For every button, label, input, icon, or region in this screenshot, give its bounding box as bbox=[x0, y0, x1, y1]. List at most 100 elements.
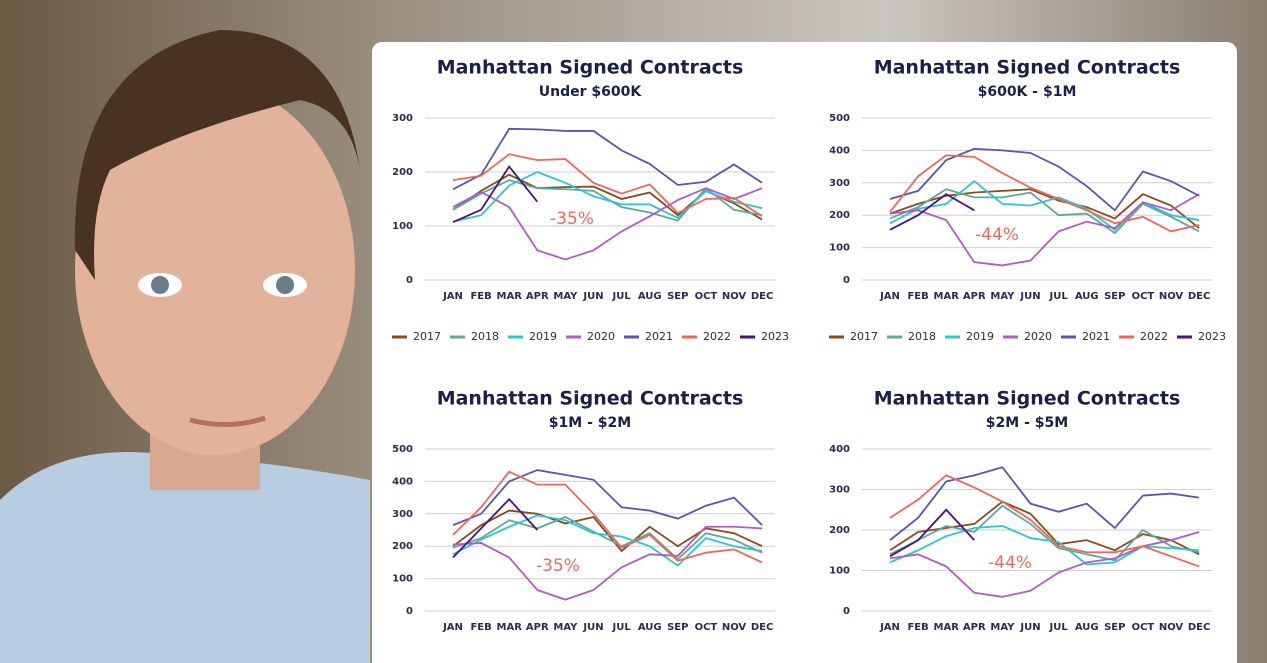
y-tick-label: 100 bbox=[829, 243, 850, 254]
y-tick-label: 500 bbox=[392, 444, 413, 455]
x-tick-label: JAN bbox=[879, 291, 900, 302]
chart-subtitle: $1M - $2M bbox=[549, 415, 631, 431]
y-tick-label: 0 bbox=[406, 606, 413, 617]
series-line bbox=[452, 171, 763, 223]
x-tick-label: NOV bbox=[722, 622, 747, 633]
series-line bbox=[889, 147, 1200, 212]
chart-subtitle: $600K - $1M bbox=[978, 84, 1077, 100]
x-tick-label: DEC bbox=[1188, 622, 1210, 633]
x-tick-label: APR bbox=[963, 291, 986, 302]
x-tick-label: SEP bbox=[667, 622, 688, 633]
annotation: -44% bbox=[975, 225, 1019, 245]
x-tick-label: FEB bbox=[470, 291, 491, 302]
chart-subtitle: Under $600K bbox=[539, 84, 643, 100]
y-tick-label: 0 bbox=[843, 606, 850, 617]
y-tick-label: 300 bbox=[829, 485, 850, 496]
x-tick-label: MAY bbox=[553, 622, 578, 633]
x-tick-label: MAY bbox=[990, 622, 1015, 633]
series-line bbox=[452, 497, 538, 559]
x-tick-label: OCT bbox=[695, 291, 718, 302]
chart-title: Manhattan Signed Contracts bbox=[874, 57, 1181, 79]
annotation: -44% bbox=[988, 553, 1032, 573]
series-line bbox=[889, 188, 1200, 235]
x-tick-label: MAY bbox=[553, 291, 578, 302]
series-line bbox=[452, 469, 763, 526]
x-tick-label: SEP bbox=[667, 291, 688, 302]
series-line bbox=[889, 508, 975, 558]
x-tick-label: APR bbox=[526, 291, 549, 302]
y-tick-label: 400 bbox=[829, 444, 850, 455]
legend-label: 2023 bbox=[761, 330, 789, 343]
x-tick-label: JUL bbox=[611, 291, 631, 302]
y-tick-label: 100 bbox=[392, 574, 413, 585]
legend-label: 2019 bbox=[529, 330, 557, 343]
series-line bbox=[889, 154, 1200, 233]
x-tick-label: JUN bbox=[1019, 622, 1040, 633]
series-line bbox=[889, 525, 1200, 566]
series-line bbox=[452, 153, 763, 218]
series-line bbox=[452, 514, 763, 567]
x-tick-label: SEP bbox=[1104, 622, 1125, 633]
x-tick-label: JUL bbox=[611, 622, 631, 633]
x-tick-label: AUG bbox=[1075, 291, 1099, 302]
x-tick-label: MAR bbox=[934, 622, 960, 633]
chart-title: Manhattan Signed Contracts bbox=[874, 388, 1181, 410]
x-tick-label: AUG bbox=[638, 291, 662, 302]
y-tick-label: 300 bbox=[829, 178, 850, 189]
series-line bbox=[889, 466, 1200, 541]
legend-label: 2017 bbox=[850, 330, 878, 343]
chart-panel bbox=[372, 42, 1237, 663]
series-line bbox=[889, 474, 1200, 568]
x-tick-label: NOV bbox=[1159, 291, 1184, 302]
x-tick-label: APR bbox=[526, 622, 549, 633]
y-tick-label: 100 bbox=[392, 221, 413, 232]
series-line bbox=[452, 525, 763, 601]
y-tick-label: 200 bbox=[392, 167, 413, 178]
x-tick-label: SEP bbox=[1104, 291, 1125, 302]
x-tick-label: FEB bbox=[907, 622, 928, 633]
y-tick-label: 500 bbox=[829, 113, 850, 124]
series-line bbox=[889, 193, 1200, 267]
charts: Manhattan Signed Contracts Under $600K 0 10… bbox=[392, 57, 1226, 633]
series-line bbox=[452, 516, 763, 561]
y-tick-label: 200 bbox=[829, 210, 850, 221]
x-tick-label: APR bbox=[963, 622, 986, 633]
x-tick-label: OCT bbox=[1132, 622, 1155, 633]
presenter bbox=[0, 30, 370, 663]
x-tick-label: MAR bbox=[497, 622, 523, 633]
x-tick-label: JUN bbox=[1019, 291, 1040, 302]
x-tick-label: MAR bbox=[497, 291, 523, 302]
annotation: -35% bbox=[550, 209, 594, 229]
y-tick-label: 300 bbox=[392, 113, 413, 124]
legend-label: 2018 bbox=[908, 330, 936, 343]
legend-label: 2020 bbox=[587, 330, 615, 343]
x-tick-label: DEC bbox=[1188, 291, 1210, 302]
y-tick-label: 400 bbox=[392, 476, 413, 487]
y-tick-label: 0 bbox=[406, 275, 413, 286]
x-tick-label: FEB bbox=[907, 291, 928, 302]
x-tick-label: JAN bbox=[879, 622, 900, 633]
chart-subtitle: $2M - $5M bbox=[986, 415, 1068, 431]
series-line bbox=[889, 504, 1200, 562]
x-tick-label: AUG bbox=[1075, 622, 1099, 633]
x-tick-label: AUG bbox=[638, 622, 662, 633]
series-line bbox=[452, 187, 763, 261]
legend-label: 2023 bbox=[1198, 330, 1226, 343]
x-tick-label: MAR bbox=[934, 291, 960, 302]
x-tick-label: JAN bbox=[442, 622, 463, 633]
legend-label: 2021 bbox=[645, 330, 673, 343]
series-line bbox=[452, 470, 763, 564]
y-tick-label: 200 bbox=[392, 541, 413, 552]
x-tick-label: JUL bbox=[1048, 291, 1068, 302]
y-tick-label: 400 bbox=[829, 145, 850, 156]
x-tick-label: JUL bbox=[1048, 622, 1068, 633]
y-tick-label: 0 bbox=[843, 275, 850, 286]
legend-label: 2019 bbox=[966, 330, 994, 343]
x-tick-label: OCT bbox=[1132, 291, 1155, 302]
legend-label: 2018 bbox=[471, 330, 499, 343]
series-line bbox=[889, 531, 1200, 598]
x-tick-label: DEC bbox=[751, 291, 773, 302]
y-tick-label: 100 bbox=[829, 566, 850, 577]
legend-label: 2021 bbox=[1082, 330, 1110, 343]
series-line bbox=[452, 165, 539, 224]
